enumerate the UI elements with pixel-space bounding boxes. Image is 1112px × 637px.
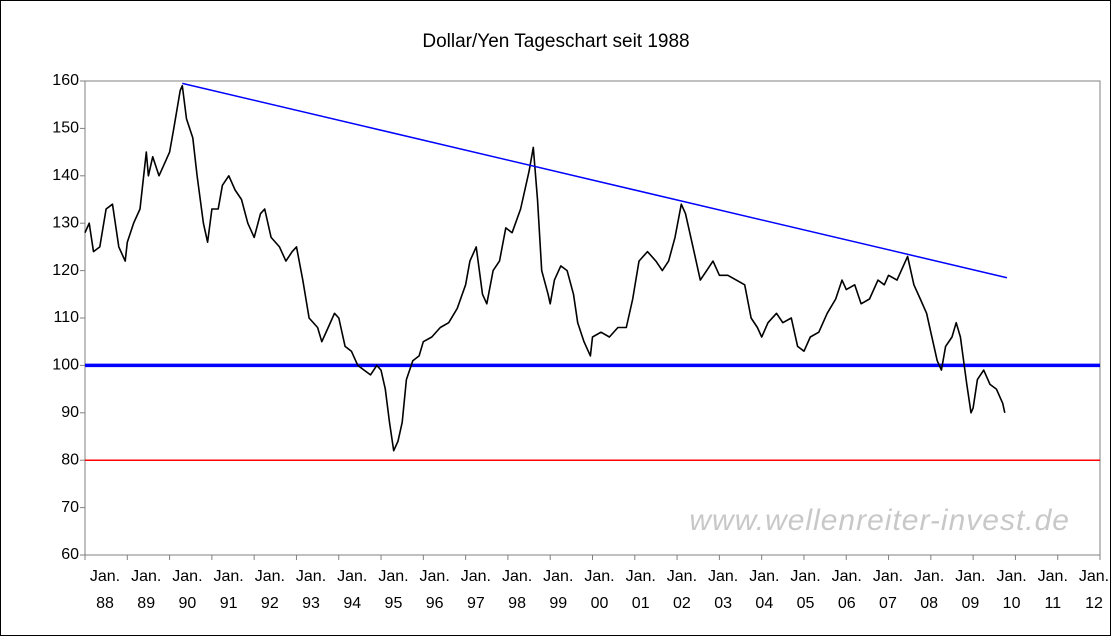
watermark: www.wellenreiter-invest.de: [689, 504, 1070, 537]
x-tick-label: Jan. 10: [996, 568, 1026, 612]
x-tick-label: Jan. 97: [461, 568, 491, 612]
x-tick-label: Jan. 96: [420, 568, 450, 612]
x-tick-label: Jan. 04: [749, 568, 779, 612]
y-tick-label: 90: [61, 404, 79, 421]
y-tick-label: 100: [52, 357, 79, 374]
y-tick-label: 130: [52, 214, 79, 231]
x-tick-label: Jan. 02: [667, 568, 697, 612]
x-tick-label: Jan. 03: [708, 568, 738, 612]
y-tick-label: 120: [52, 262, 79, 279]
x-tick-label: Jan. 07: [873, 568, 903, 612]
x-tick-label: Jan. 98: [502, 568, 532, 612]
x-tick-label: Jan. 95: [378, 568, 408, 612]
x-tick-label: Jan. 12: [1079, 568, 1109, 612]
x-tick-label: Jan. 94: [337, 568, 367, 612]
chart-title: Dollar/Yen Tageschart seit 1988: [422, 31, 689, 52]
plot-area: [84, 80, 1101, 556]
x-tick-label: Jan. 05: [790, 568, 820, 612]
y-tick-label: 160: [52, 72, 79, 89]
y-tick-label: 60: [61, 546, 79, 563]
price-line: [84, 84, 1006, 452]
y-tick-label: 140: [52, 167, 79, 184]
x-tick-label: Jan. 00: [584, 568, 614, 612]
x-tick-label: Jan. 92: [255, 568, 285, 612]
x-tick-label: Jan. 09: [955, 568, 985, 612]
y-tick-label: 110: [53, 309, 79, 326]
x-tick-label: Jan. 08: [914, 568, 944, 612]
x-tick-label: Jan. 93: [296, 568, 326, 612]
x-tick-label: Jan. 88: [90, 568, 120, 612]
y-tick-label: 150: [52, 120, 79, 137]
y-tick-label: 70: [61, 499, 79, 516]
x-tick-label: Jan. 89: [131, 568, 161, 612]
y-tick-label: 80: [61, 451, 79, 468]
x-tick-label: Jan. 06: [832, 568, 862, 612]
x-tick-label: Jan. 90: [172, 568, 202, 612]
x-tick-label: Jan. 01: [626, 568, 656, 612]
x-tick-label: Jan. 91: [214, 568, 244, 612]
x-tick-label: Jan. 11: [1038, 568, 1068, 612]
x-tick-label: Jan. 99: [543, 568, 573, 612]
trend-line: [182, 82, 1008, 279]
